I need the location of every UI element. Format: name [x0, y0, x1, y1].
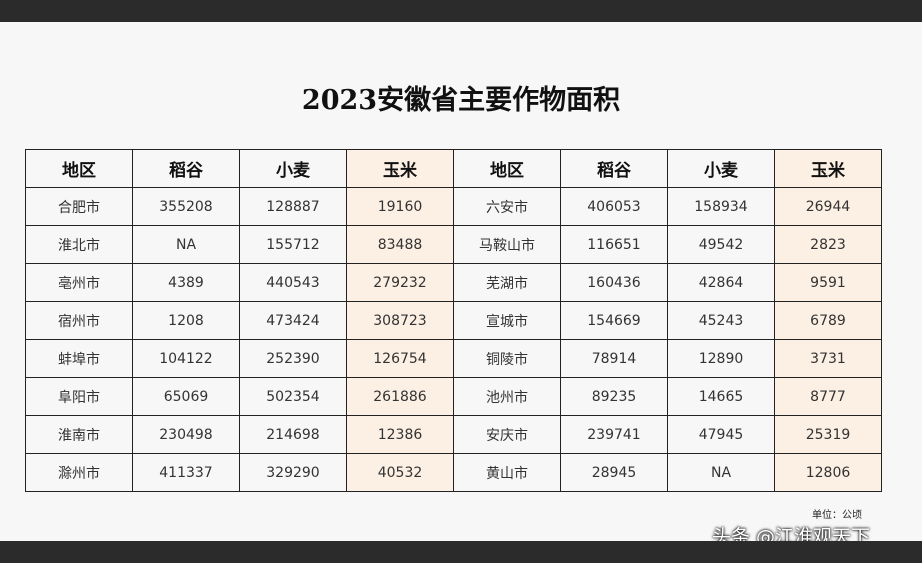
table-body: 合肥市 355208 128887 19160 六安市 406053 158934 26944…	[25, 187, 882, 492]
area-cell: 279232	[346, 263, 454, 302]
table-row: 淮北市 NA 155712 83488 马鞍山市 116651 49542 2823	[25, 225, 882, 264]
area-cell: 14665	[667, 377, 775, 416]
region-cell: 亳州市	[25, 263, 133, 302]
region-cell: 宿州市	[25, 301, 133, 340]
table-row: 合肥市 355208 128887 19160 六安市 406053 158934 26944	[25, 187, 882, 226]
region-cell: 马鞍山市	[453, 225, 561, 264]
unit-label: 单位：公顷	[812, 510, 862, 521]
column-header: 地区	[25, 149, 133, 188]
area-cell: 19160	[346, 187, 454, 226]
area-cell: 104122	[132, 339, 240, 378]
area-cell: 155712	[239, 225, 347, 264]
table-row: 宿州市 1208 473424 308723 宣城市 154669 45243 6789	[25, 301, 882, 340]
column-header: 稻谷	[132, 149, 240, 188]
region-cell: 淮北市	[25, 225, 133, 264]
area-cell: 502354	[239, 377, 347, 416]
region-cell: 黄山市	[453, 453, 561, 492]
table-row: 阜阳市 65069 502354 261886 池州市 89235 14665 8777	[25, 377, 882, 416]
area-cell: 25319	[774, 415, 882, 454]
area-cell: 42864	[667, 263, 775, 302]
area-cell: 214698	[239, 415, 347, 454]
column-header: 稻谷	[560, 149, 668, 188]
area-cell: 2823	[774, 225, 882, 264]
area-cell: 329290	[239, 453, 347, 492]
table-row: 滁州市 411337 329290 40532 黄山市 28945 NA 12806	[25, 453, 882, 492]
area-cell: 411337	[132, 453, 240, 492]
area-cell: 12806	[774, 453, 882, 492]
area-cell: 9591	[774, 263, 882, 302]
area-cell: 252390	[239, 339, 347, 378]
crop-area-table: 地区 稻谷 小麦 玉米 地区 稻谷 小麦 玉米 合肥市 355208 128887 19160 六安市…	[25, 149, 882, 492]
region-cell: 铜陵市	[453, 339, 561, 378]
table-header-row: 地区 稻谷 小麦 玉米 地区 稻谷 小麦 玉米	[25, 149, 882, 188]
area-cell: 65069	[132, 377, 240, 416]
area-cell: 261886	[346, 377, 454, 416]
area-cell: 116651	[560, 225, 668, 264]
area-cell: NA	[132, 225, 240, 264]
region-cell: 安庆市	[453, 415, 561, 454]
area-cell: 3731	[774, 339, 882, 378]
column-header: 小麦	[239, 149, 347, 188]
bottom-bar	[0, 541, 922, 563]
area-cell: 230498	[132, 415, 240, 454]
region-cell: 滁州市	[25, 453, 133, 492]
area-cell: 45243	[667, 301, 775, 340]
area-cell: 126754	[346, 339, 454, 378]
area-cell: 154669	[560, 301, 668, 340]
area-cell: 26944	[774, 187, 882, 226]
table-row: 蚌埠市 104122 252390 126754 铜陵市 78914 12890 3731	[25, 339, 882, 378]
area-cell: 12890	[667, 339, 775, 378]
area-cell: 406053	[560, 187, 668, 226]
region-cell: 阜阳市	[25, 377, 133, 416]
region-cell: 芜湖市	[453, 263, 561, 302]
area-cell: 4389	[132, 263, 240, 302]
top-bar	[0, 0, 922, 22]
area-cell: 40532	[346, 453, 454, 492]
area-cell: 158934	[667, 187, 775, 226]
region-cell: 池州市	[453, 377, 561, 416]
area-cell: 8777	[774, 377, 882, 416]
area-cell: 49542	[667, 225, 775, 264]
area-cell: 355208	[132, 187, 240, 226]
area-cell: 239741	[560, 415, 668, 454]
column-header: 小麦	[667, 149, 775, 188]
area-cell: 47945	[667, 415, 775, 454]
area-cell: 12386	[346, 415, 454, 454]
region-cell: 宣城市	[453, 301, 561, 340]
area-cell: 473424	[239, 301, 347, 340]
region-cell: 合肥市	[25, 187, 133, 226]
area-cell: 160436	[560, 263, 668, 302]
page-title: 2023安徽省主要作物面积	[301, 85, 621, 116]
region-cell: 蚌埠市	[25, 339, 133, 378]
area-cell: 6789	[774, 301, 882, 340]
area-cell: NA	[667, 453, 775, 492]
region-cell: 淮南市	[25, 415, 133, 454]
column-header: 玉米	[346, 149, 454, 188]
table-row: 亳州市 4389 440543 279232 芜湖市 160436 42864 9591	[25, 263, 882, 302]
area-cell: 28945	[560, 453, 668, 492]
area-cell: 1208	[132, 301, 240, 340]
area-cell: 83488	[346, 225, 454, 264]
area-cell: 128887	[239, 187, 347, 226]
area-cell: 89235	[560, 377, 668, 416]
table-row: 淮南市 230498 214698 12386 安庆市 239741 47945 25319	[25, 415, 882, 454]
area-cell: 308723	[346, 301, 454, 340]
region-cell: 六安市	[453, 187, 561, 226]
area-cell: 78914	[560, 339, 668, 378]
area-cell: 440543	[239, 263, 347, 302]
column-header: 玉米	[774, 149, 882, 188]
column-header: 地区	[453, 149, 561, 188]
